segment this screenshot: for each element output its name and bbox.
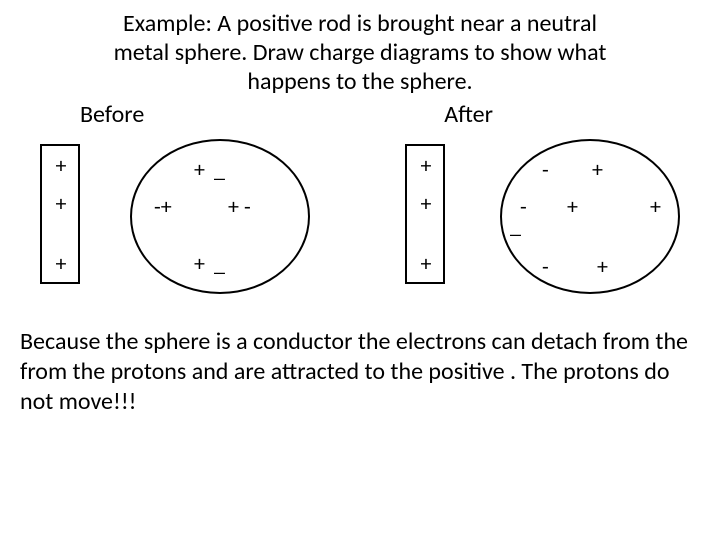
charge-diagrams: + + + + _ -+ + - + _ + + + - - _ - + + +… <box>20 139 700 309</box>
charge-plus: + <box>592 159 603 181</box>
rod-after: + + + <box>405 144 445 284</box>
charge-plus: + <box>228 196 239 218</box>
example-title: Example: A positive rod is brought near … <box>20 10 700 96</box>
rod-charge: + <box>51 152 71 179</box>
charge-minus: - <box>520 196 527 218</box>
rod-charge: + <box>51 190 71 217</box>
title-line-3: happens to the sphere. <box>247 67 472 96</box>
rod-charge: + <box>51 250 71 277</box>
charge-plus: + <box>567 196 578 218</box>
charge-plus: + <box>650 196 661 218</box>
charge-minus: - <box>542 256 549 278</box>
charge-minus: - <box>542 159 549 181</box>
sphere-after: - - _ - + + + + <box>500 139 680 294</box>
charge-plus: + <box>194 159 205 181</box>
charge-minus: _ <box>214 253 225 275</box>
rod-before: + + + <box>40 144 80 284</box>
rod-charge: + <box>416 250 436 277</box>
rod-charge: + <box>416 152 436 179</box>
charge-plus: + <box>597 256 608 278</box>
charge-pair: -+ <box>154 196 172 218</box>
before-label: Before <box>80 100 144 129</box>
sphere-before: + _ -+ + - + _ <box>130 139 310 294</box>
charge-minus: - <box>244 196 251 218</box>
charge-minus: _ <box>214 159 225 181</box>
title-line-1: Example: A positive rod is brought near … <box>123 9 597 38</box>
explanation-text: Because the sphere is a conductor the el… <box>20 327 700 417</box>
state-labels-row: Before After <box>20 100 700 129</box>
title-line-2: metal sphere. Draw charge diagrams to sh… <box>114 38 607 67</box>
charge-minus: _ <box>510 215 521 237</box>
rod-charge: + <box>416 190 436 217</box>
charge-plus: + <box>194 253 205 275</box>
after-label: After <box>444 100 493 129</box>
